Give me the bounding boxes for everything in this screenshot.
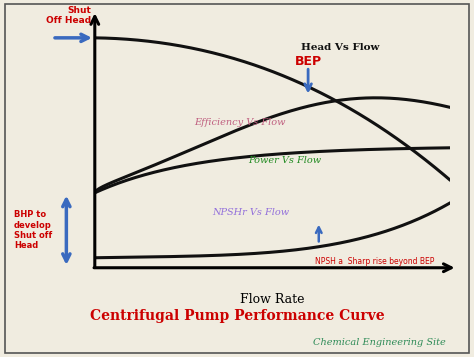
Text: Head Vs Flow: Head Vs Flow [301,43,379,52]
Text: Flow Rate: Flow Rate [240,293,305,306]
Text: Shut
Off Head: Shut Off Head [46,6,91,25]
Text: NPSH a  Sharp rise beyond BEP: NPSH a Sharp rise beyond BEP [315,257,435,266]
Text: BEP: BEP [294,55,322,68]
Text: Chemical Engineering Site: Chemical Engineering Site [313,338,446,347]
Text: BHP to
develop
Shut off
Head: BHP to develop Shut off Head [14,210,52,250]
Text: Efficiency Vs Flow: Efficiency Vs Flow [194,118,286,127]
Text: Power Vs Flow: Power Vs Flow [247,156,321,165]
Text: Centrifugal Pump Performance Curve: Centrifugal Pump Performance Curve [90,309,384,323]
Text: NPSHr Vs Flow: NPSHr Vs Flow [212,208,289,217]
